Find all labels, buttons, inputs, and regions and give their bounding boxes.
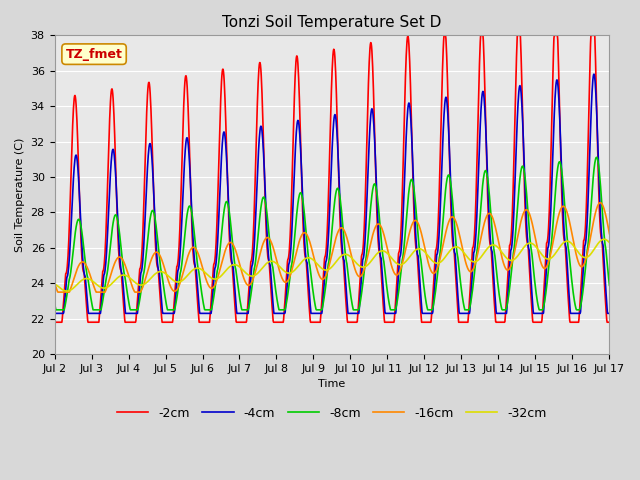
-8cm [491, 253, 499, 259]
-8cm [51, 300, 58, 306]
-4cm [51, 311, 58, 316]
-32cm [491, 242, 499, 248]
-16cm [161, 266, 169, 272]
-16cm [54, 289, 62, 295]
Legend: -2cm, -4cm, -8cm, -16cm, -32cm: -2cm, -4cm, -8cm, -16cm, -32cm [112, 402, 552, 425]
-2cm [51, 319, 58, 325]
Line: -16cm: -16cm [54, 203, 609, 292]
-2cm [491, 308, 499, 314]
Line: -32cm: -32cm [54, 239, 609, 291]
-32cm [51, 281, 58, 287]
-16cm [596, 200, 604, 205]
Y-axis label: Soil Temperature (C): Soil Temperature (C) [15, 138, 25, 252]
-2cm [174, 259, 182, 265]
-8cm [237, 300, 244, 306]
-16cm [237, 264, 244, 270]
-4cm [161, 311, 168, 316]
-4cm [236, 311, 244, 316]
Text: TZ_fmet: TZ_fmet [66, 48, 122, 60]
-32cm [419, 247, 426, 253]
-4cm [491, 286, 499, 292]
-16cm [605, 231, 613, 237]
-2cm [236, 319, 244, 325]
-32cm [540, 254, 548, 260]
-16cm [540, 265, 548, 271]
-32cm [237, 265, 244, 271]
-16cm [175, 285, 182, 290]
-4cm [540, 310, 547, 316]
-8cm [52, 307, 60, 312]
-8cm [161, 292, 169, 298]
-2cm [605, 319, 613, 325]
Line: -8cm: -8cm [54, 157, 609, 310]
-8cm [175, 285, 182, 290]
-16cm [491, 222, 499, 228]
-8cm [540, 302, 548, 308]
-2cm [540, 288, 548, 294]
-4cm [605, 311, 613, 316]
-2cm [440, 33, 448, 38]
-32cm [600, 236, 608, 242]
Title: Tonzi Soil Temperature Set D: Tonzi Soil Temperature Set D [222, 15, 442, 30]
-16cm [51, 280, 58, 286]
-32cm [605, 240, 613, 246]
Line: -2cm: -2cm [54, 36, 609, 322]
Line: -4cm: -4cm [54, 74, 609, 313]
-32cm [161, 270, 169, 276]
-8cm [605, 282, 613, 288]
-8cm [419, 271, 426, 277]
-4cm [174, 267, 182, 273]
-2cm [418, 319, 426, 325]
-4cm [418, 309, 426, 315]
-2cm [161, 319, 168, 325]
X-axis label: Time: Time [318, 379, 346, 389]
-32cm [63, 288, 70, 294]
-4cm [590, 71, 598, 77]
-16cm [419, 235, 426, 240]
-32cm [175, 279, 182, 285]
-8cm [593, 155, 600, 160]
